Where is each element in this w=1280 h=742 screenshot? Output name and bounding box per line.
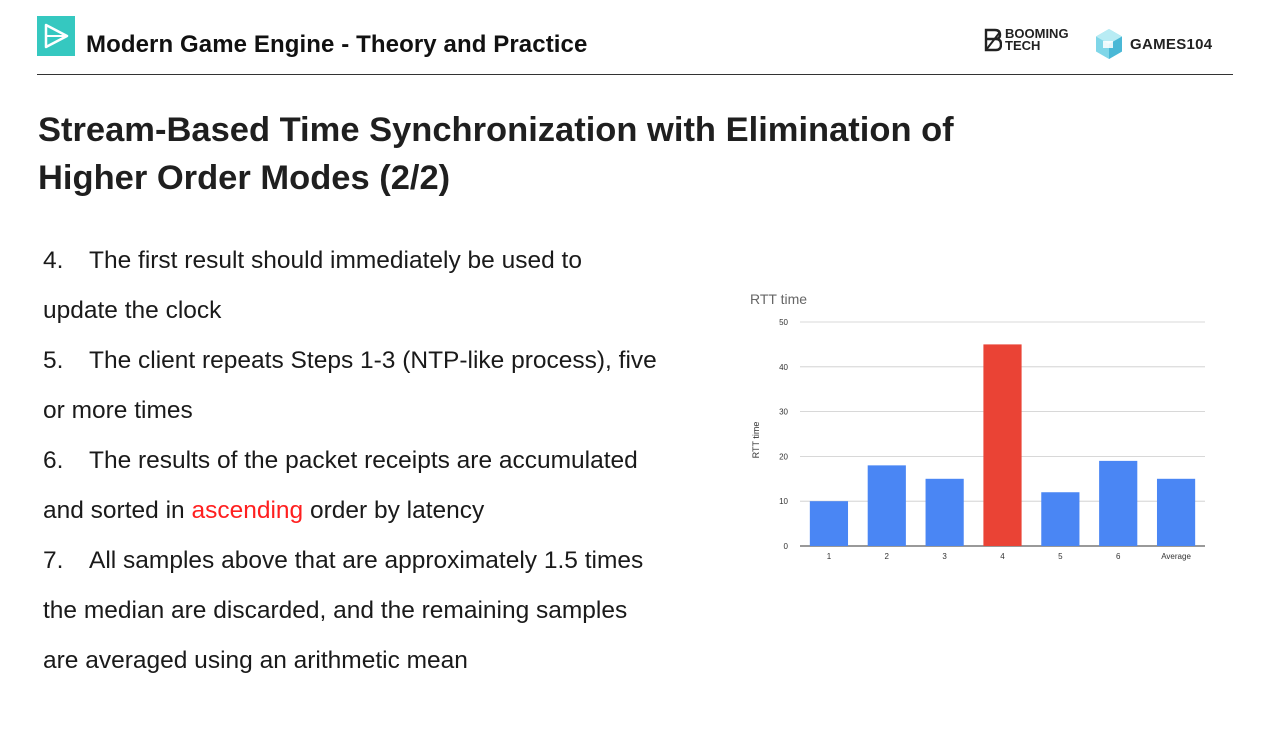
step-text: The results of the packet receipts are a… xyxy=(89,447,638,474)
x-tick-label: Average xyxy=(1161,552,1191,561)
list-item: 4. The first result should immediately be… xyxy=(43,236,743,286)
step-number: 5. xyxy=(43,347,64,374)
bar-3 xyxy=(925,478,964,546)
bar-6 xyxy=(1099,460,1138,546)
slide-title: Stream-Based Time Synchronization with E… xyxy=(38,106,1138,202)
booming-tech-logo: BOOMING TECH xyxy=(984,26,1069,53)
course-title: Modern Game Engine - Theory and Practice xyxy=(86,31,588,58)
x-tick-label: 2 xyxy=(885,552,890,561)
step-text: The first result should immediately be u… xyxy=(89,247,582,274)
list-item: 5. The client repeats Steps 1-3 (NTP-like… xyxy=(43,336,743,386)
chart-svg: RTT time RTT time 0 10 20 30 40 50 1 2 3 4 5 6 Aver… xyxy=(750,291,1205,561)
steps-list: 4. The first result should immediately be… xyxy=(43,236,743,686)
list-item: 7. All samples above that are approximate… xyxy=(43,536,743,586)
x-tick-label: 4 xyxy=(1000,552,1005,561)
bar-2 xyxy=(867,465,906,546)
slide-header: Modern Game Engine - Theory and Practice… xyxy=(0,0,1280,76)
slide-title-line1: Stream-Based Time Synchronization with E… xyxy=(38,111,954,149)
games104-logo: GAMES104 xyxy=(1094,28,1212,60)
step-text-cont: or more times xyxy=(43,397,193,424)
booming-b-icon xyxy=(984,28,1002,52)
y-tick-label: 20 xyxy=(779,452,788,461)
brand-booming-text: BOOMING xyxy=(1005,26,1069,41)
list-item: 6. The results of the packet receipts are… xyxy=(43,436,743,486)
y-tick-label: 40 xyxy=(779,363,788,372)
slide-title-line2: Higher Order Modes (2/2) xyxy=(38,159,451,197)
step-text-cont: the median are discarded, and the remain… xyxy=(43,597,628,624)
y-tick-label: 0 xyxy=(784,542,789,551)
bar-1 xyxy=(809,501,849,546)
bar-5 xyxy=(1041,492,1080,546)
chart-title: RTT time xyxy=(750,291,807,307)
step-number: 4. xyxy=(43,247,64,274)
x-tick-label: 6 xyxy=(1116,552,1121,561)
x-tick-label: 1 xyxy=(827,552,832,561)
y-tick-label: 10 xyxy=(779,497,788,506)
y-tick-label: 30 xyxy=(779,408,788,417)
step-text: All samples above that are approximately… xyxy=(89,547,644,574)
step-number: 7. xyxy=(43,547,64,574)
y-tick-label: 50 xyxy=(779,318,788,327)
step-text-cont: update the clock xyxy=(43,297,222,324)
brand-games104-text: GAMES104 xyxy=(1130,35,1213,53)
header-divider xyxy=(37,74,1233,75)
cube-icon xyxy=(1096,29,1122,59)
x-tick-label: 5 xyxy=(1058,552,1063,561)
step-text-cont: are averaged using an arithmetic mean xyxy=(43,647,468,674)
step-text-cont: and sorted in ascending order by latency xyxy=(43,497,485,524)
rtt-bar-chart: RTT time RTT time 0 10 20 30 40 50 1 2 3 4 5 6 Aver… xyxy=(740,284,1220,574)
x-tick-label: 3 xyxy=(942,552,947,561)
brand-tech-text: TECH xyxy=(1005,38,1041,53)
highlight-ascending: ascending xyxy=(191,497,304,524)
play-logo-icon xyxy=(37,16,75,56)
step-text: The client repeats Steps 1-3 (NTP-like p… xyxy=(89,347,657,374)
chart-ylabel: RTT time xyxy=(751,422,761,459)
step-number: 6. xyxy=(43,447,64,474)
bar-average xyxy=(1156,478,1196,546)
bar-4 xyxy=(983,344,1022,546)
